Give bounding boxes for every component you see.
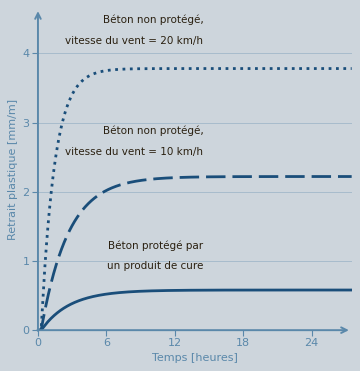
Text: vitesse du vent = 10 km/h: vitesse du vent = 10 km/h [66, 147, 203, 157]
Y-axis label: Retrait plastique [mm/m]: Retrait plastique [mm/m] [8, 99, 18, 240]
Text: vitesse du vent = 20 km/h: vitesse du vent = 20 km/h [66, 36, 203, 46]
Text: un produit de cure: un produit de cure [107, 262, 203, 272]
Text: Béton non protégé,: Béton non protégé, [103, 15, 203, 25]
X-axis label: Temps [heures]: Temps [heures] [152, 353, 238, 363]
Text: Béton non protégé,: Béton non protégé, [103, 126, 203, 136]
Text: Béton protégé par: Béton protégé par [108, 240, 203, 251]
